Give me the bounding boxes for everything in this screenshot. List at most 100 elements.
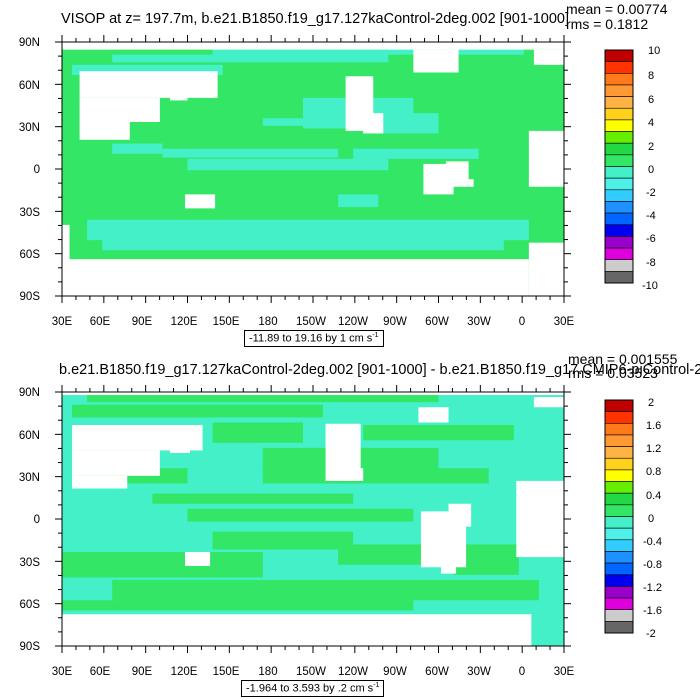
ocean-band [87, 392, 439, 403]
contour-range-box: -1.964 to 3.593 by .2 cm s-1 [241, 680, 385, 697]
ocean-band [338, 194, 379, 208]
colorbar-swatch [604, 434, 634, 447]
colorbar [604, 49, 634, 284]
map-panel-top [55, 35, 634, 303]
colorbar-label: -4 [646, 210, 656, 222]
x-tick-label: 150E [212, 666, 240, 678]
colorbar-label: -6 [646, 233, 656, 245]
colorbar-swatch [604, 422, 634, 436]
land-mask [418, 407, 449, 423]
colorbar-label: 1.6 [646, 420, 662, 432]
x-tick-label: 180 [258, 316, 278, 328]
land-mask [79, 97, 160, 123]
x-tick-label: 120E [170, 316, 198, 328]
colorbar-swatch [604, 586, 634, 599]
land-mask [423, 163, 454, 195]
land-mask [184, 552, 211, 566]
colorbar-label: 10 [648, 45, 661, 57]
ocean-band [87, 219, 529, 241]
colorbar-label: -1.2 [643, 582, 662, 594]
land-mask [72, 475, 128, 489]
panel-top: VISOP at z= 197.7m, b.e21.B1850.f19_g17.… [18, 1, 668, 347]
x-tick-label: 0 [518, 316, 526, 328]
colorbar-label: 0 [648, 513, 655, 525]
land-mask [62, 392, 564, 396]
land-mask [533, 49, 564, 65]
colorbar-label: -1.6 [643, 605, 662, 617]
y-tick-label: 90N [18, 37, 40, 49]
ocean-band [72, 64, 223, 76]
land-mask [420, 511, 467, 568]
ocean-band [187, 158, 389, 171]
land-mask [363, 113, 384, 134]
ocean-band [187, 508, 414, 522]
colorbar-label: -0.4 [643, 536, 662, 548]
x-tick-label: 30E [51, 666, 73, 678]
colorbar-label: 4 [648, 117, 655, 129]
colorbar-swatch [604, 597, 634, 610]
ocean-band [112, 54, 213, 63]
x-tick-label: 60E [89, 316, 111, 328]
colorbar-label: 2 [648, 141, 655, 153]
y-tick-label: 60N [18, 430, 40, 442]
ocean-band [212, 531, 354, 550]
colorbar-frame [604, 49, 634, 284]
colorbar-swatch [604, 574, 634, 587]
ocean-band [353, 148, 479, 159]
land-mask [468, 179, 474, 187]
colorbar-swatch [604, 562, 634, 576]
rms-label: rms = 0.1812 [566, 16, 649, 32]
colorbar-label: -0.8 [643, 559, 662, 571]
colorbar-label: 8 [648, 70, 655, 82]
x-tick-label: 120E [170, 666, 198, 678]
ocean-band [62, 600, 414, 611]
colorbar-label: 2 [648, 397, 655, 409]
y-tick-label: 30N [18, 122, 40, 134]
y-tick-label: 90N [18, 387, 40, 399]
colorbar-label: -10 [642, 280, 658, 292]
y-tick-label: 60S [19, 599, 40, 611]
land-mask [184, 194, 216, 209]
x-tick-label: 90W [383, 316, 407, 328]
y-tick-label: 30S [19, 557, 40, 569]
colorbar-swatch [604, 411, 634, 424]
colorbar-label: 0.4 [646, 490, 662, 502]
ocean-band [62, 552, 263, 578]
land-mask [528, 242, 564, 296]
land-mask [62, 614, 532, 646]
panel-title: b.e21.B1850.f19_g17.127kaControl-2deg.00… [59, 362, 700, 378]
ocean-band [262, 468, 489, 484]
colorbar [604, 399, 634, 634]
x-tick-label: 90E [131, 666, 153, 678]
colorbar-swatch [604, 539, 634, 552]
ocean-band [72, 404, 324, 418]
colorbar-swatch [604, 481, 634, 494]
land-mask [528, 130, 564, 187]
x-tick-label: 150E [212, 316, 240, 328]
unit-exponent: -1 [372, 332, 379, 339]
colorbar-swatch [604, 446, 634, 459]
ocean-band [262, 118, 339, 126]
colorbar-label: -2 [646, 628, 656, 640]
land-mask [516, 480, 564, 558]
x-tick-label: 120W [337, 666, 369, 678]
land-mask [79, 122, 130, 140]
ocean-band [363, 425, 514, 441]
y-tick-label: 0 [33, 514, 40, 526]
map-axes [55, 385, 571, 653]
x-tick-label: 60W [425, 666, 449, 678]
rms-label: rms = 0.03523 [568, 365, 658, 381]
land-mask [62, 259, 529, 296]
x-tick-label: 180 [258, 666, 278, 678]
x-tick-label: 60W [425, 316, 449, 328]
x-tick-label: 90E [131, 316, 153, 328]
colorbar-swatch [604, 516, 634, 529]
mean-label: mean = 0.00774 [566, 1, 668, 17]
unit-exponent: -1 [373, 682, 380, 689]
ocean-band [112, 143, 163, 154]
land-mask [169, 437, 191, 453]
colorbar-label: 1.2 [646, 443, 662, 455]
mean-label: mean = 0.001555 [568, 351, 678, 367]
land-mask [533, 397, 564, 408]
colorbar-label: -2 [646, 187, 656, 199]
